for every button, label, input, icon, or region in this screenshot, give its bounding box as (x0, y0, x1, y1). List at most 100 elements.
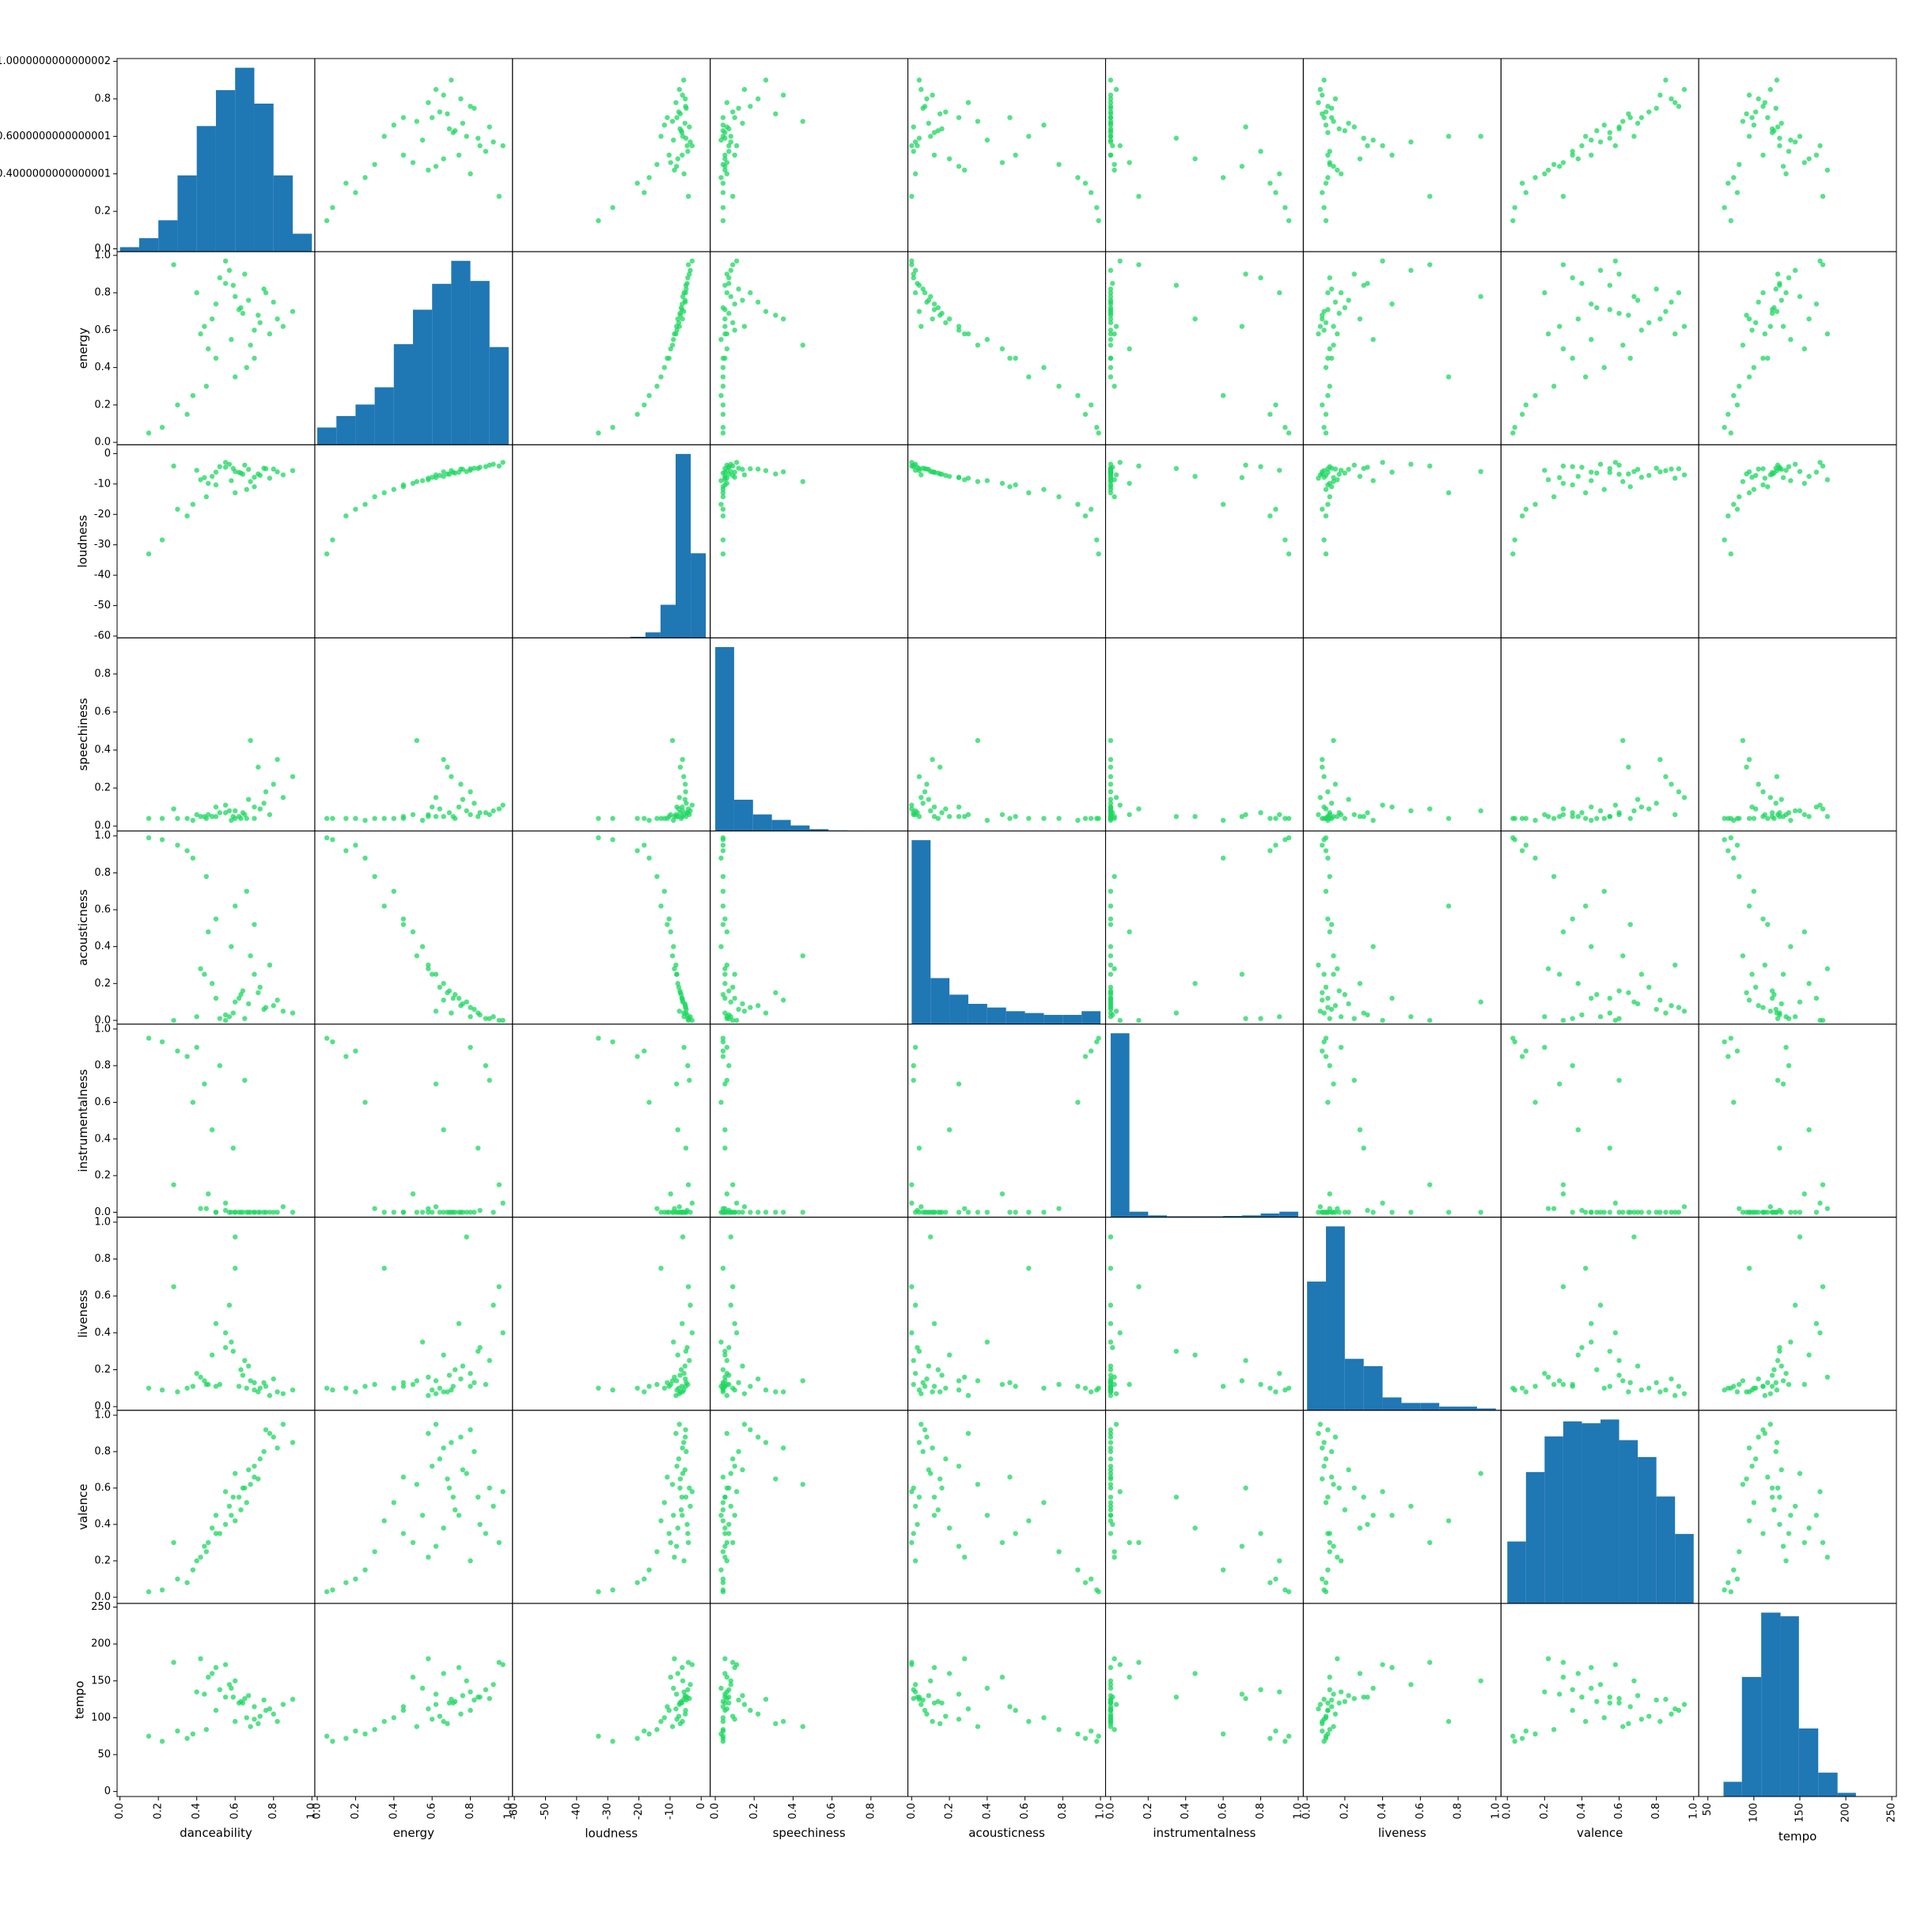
point (1786, 810, 1792, 816)
point (1108, 1682, 1114, 1687)
point (1510, 835, 1516, 841)
panel (146, 835, 296, 1024)
point (673, 100, 679, 105)
point (213, 1210, 219, 1215)
point (1601, 888, 1607, 894)
point (1113, 1422, 1119, 1427)
panel-frame (512, 1024, 711, 1218)
point (190, 1100, 196, 1105)
point (1607, 466, 1612, 471)
point (935, 1367, 941, 1373)
point (267, 962, 273, 968)
point (445, 1389, 450, 1395)
point (1626, 990, 1631, 996)
point (433, 1204, 439, 1210)
point (271, 1376, 276, 1382)
point (240, 1210, 246, 1215)
y-axis-label: speechiness (76, 698, 90, 771)
point (206, 1191, 211, 1197)
point (446, 1373, 453, 1378)
point (1361, 1694, 1366, 1700)
point (956, 1463, 962, 1469)
point (1746, 1210, 1752, 1215)
point (1365, 1207, 1370, 1214)
point (1765, 484, 1771, 490)
point (175, 402, 180, 408)
point (1765, 816, 1771, 821)
point (410, 812, 416, 817)
point (965, 1430, 972, 1437)
point (441, 1352, 446, 1358)
point (1113, 1391, 1119, 1396)
point (720, 1549, 726, 1554)
point (1258, 1531, 1263, 1536)
point (229, 1513, 234, 1518)
point (1192, 1525, 1198, 1531)
point (763, 309, 769, 314)
point (1243, 1357, 1248, 1364)
panel-frame (1698, 444, 1897, 638)
point (1769, 471, 1775, 477)
point (437, 984, 443, 990)
point (1321, 425, 1327, 430)
point (1192, 156, 1198, 161)
point (1722, 837, 1727, 842)
point (1323, 848, 1329, 854)
point (1813, 1320, 1820, 1327)
point (1669, 1210, 1674, 1215)
point (1113, 472, 1119, 478)
point (1765, 922, 1771, 927)
point (1752, 1210, 1759, 1215)
point (733, 1489, 740, 1494)
point (213, 1707, 219, 1713)
point (1792, 808, 1798, 814)
point (1327, 1062, 1332, 1069)
point (1408, 1503, 1414, 1509)
point (1320, 469, 1325, 475)
point (449, 1387, 454, 1393)
point (666, 1531, 672, 1536)
point (720, 484, 726, 490)
point (1117, 802, 1123, 808)
point (441, 1445, 446, 1451)
point (732, 152, 737, 158)
point (400, 115, 407, 120)
point (939, 310, 945, 316)
panel (715, 646, 904, 831)
point (330, 1739, 335, 1744)
point (458, 1711, 464, 1717)
point (975, 1210, 981, 1215)
point (596, 835, 601, 841)
point (229, 336, 234, 343)
point (1777, 1010, 1782, 1016)
point (909, 258, 915, 264)
point (1096, 218, 1101, 224)
point (1635, 467, 1641, 472)
point (372, 1727, 377, 1732)
point (722, 1531, 728, 1536)
point (477, 143, 483, 149)
point (1408, 267, 1414, 273)
point (1635, 797, 1641, 802)
point (460, 1467, 466, 1473)
point (1752, 1456, 1759, 1462)
point (1532, 1731, 1538, 1737)
point (475, 1348, 481, 1354)
point (724, 160, 730, 165)
point (1282, 1387, 1288, 1393)
point (1328, 1475, 1335, 1480)
point (1523, 1389, 1529, 1395)
point (1013, 1707, 1018, 1713)
point (275, 756, 280, 763)
point (1380, 1662, 1385, 1668)
point (635, 1736, 640, 1741)
point (419, 944, 426, 949)
point (931, 1210, 938, 1215)
panel-frame (512, 251, 711, 445)
point (194, 1044, 199, 1051)
point (946, 1671, 953, 1676)
point (681, 78, 687, 83)
point (159, 537, 165, 543)
point (1676, 1707, 1682, 1713)
point (1817, 1200, 1823, 1206)
